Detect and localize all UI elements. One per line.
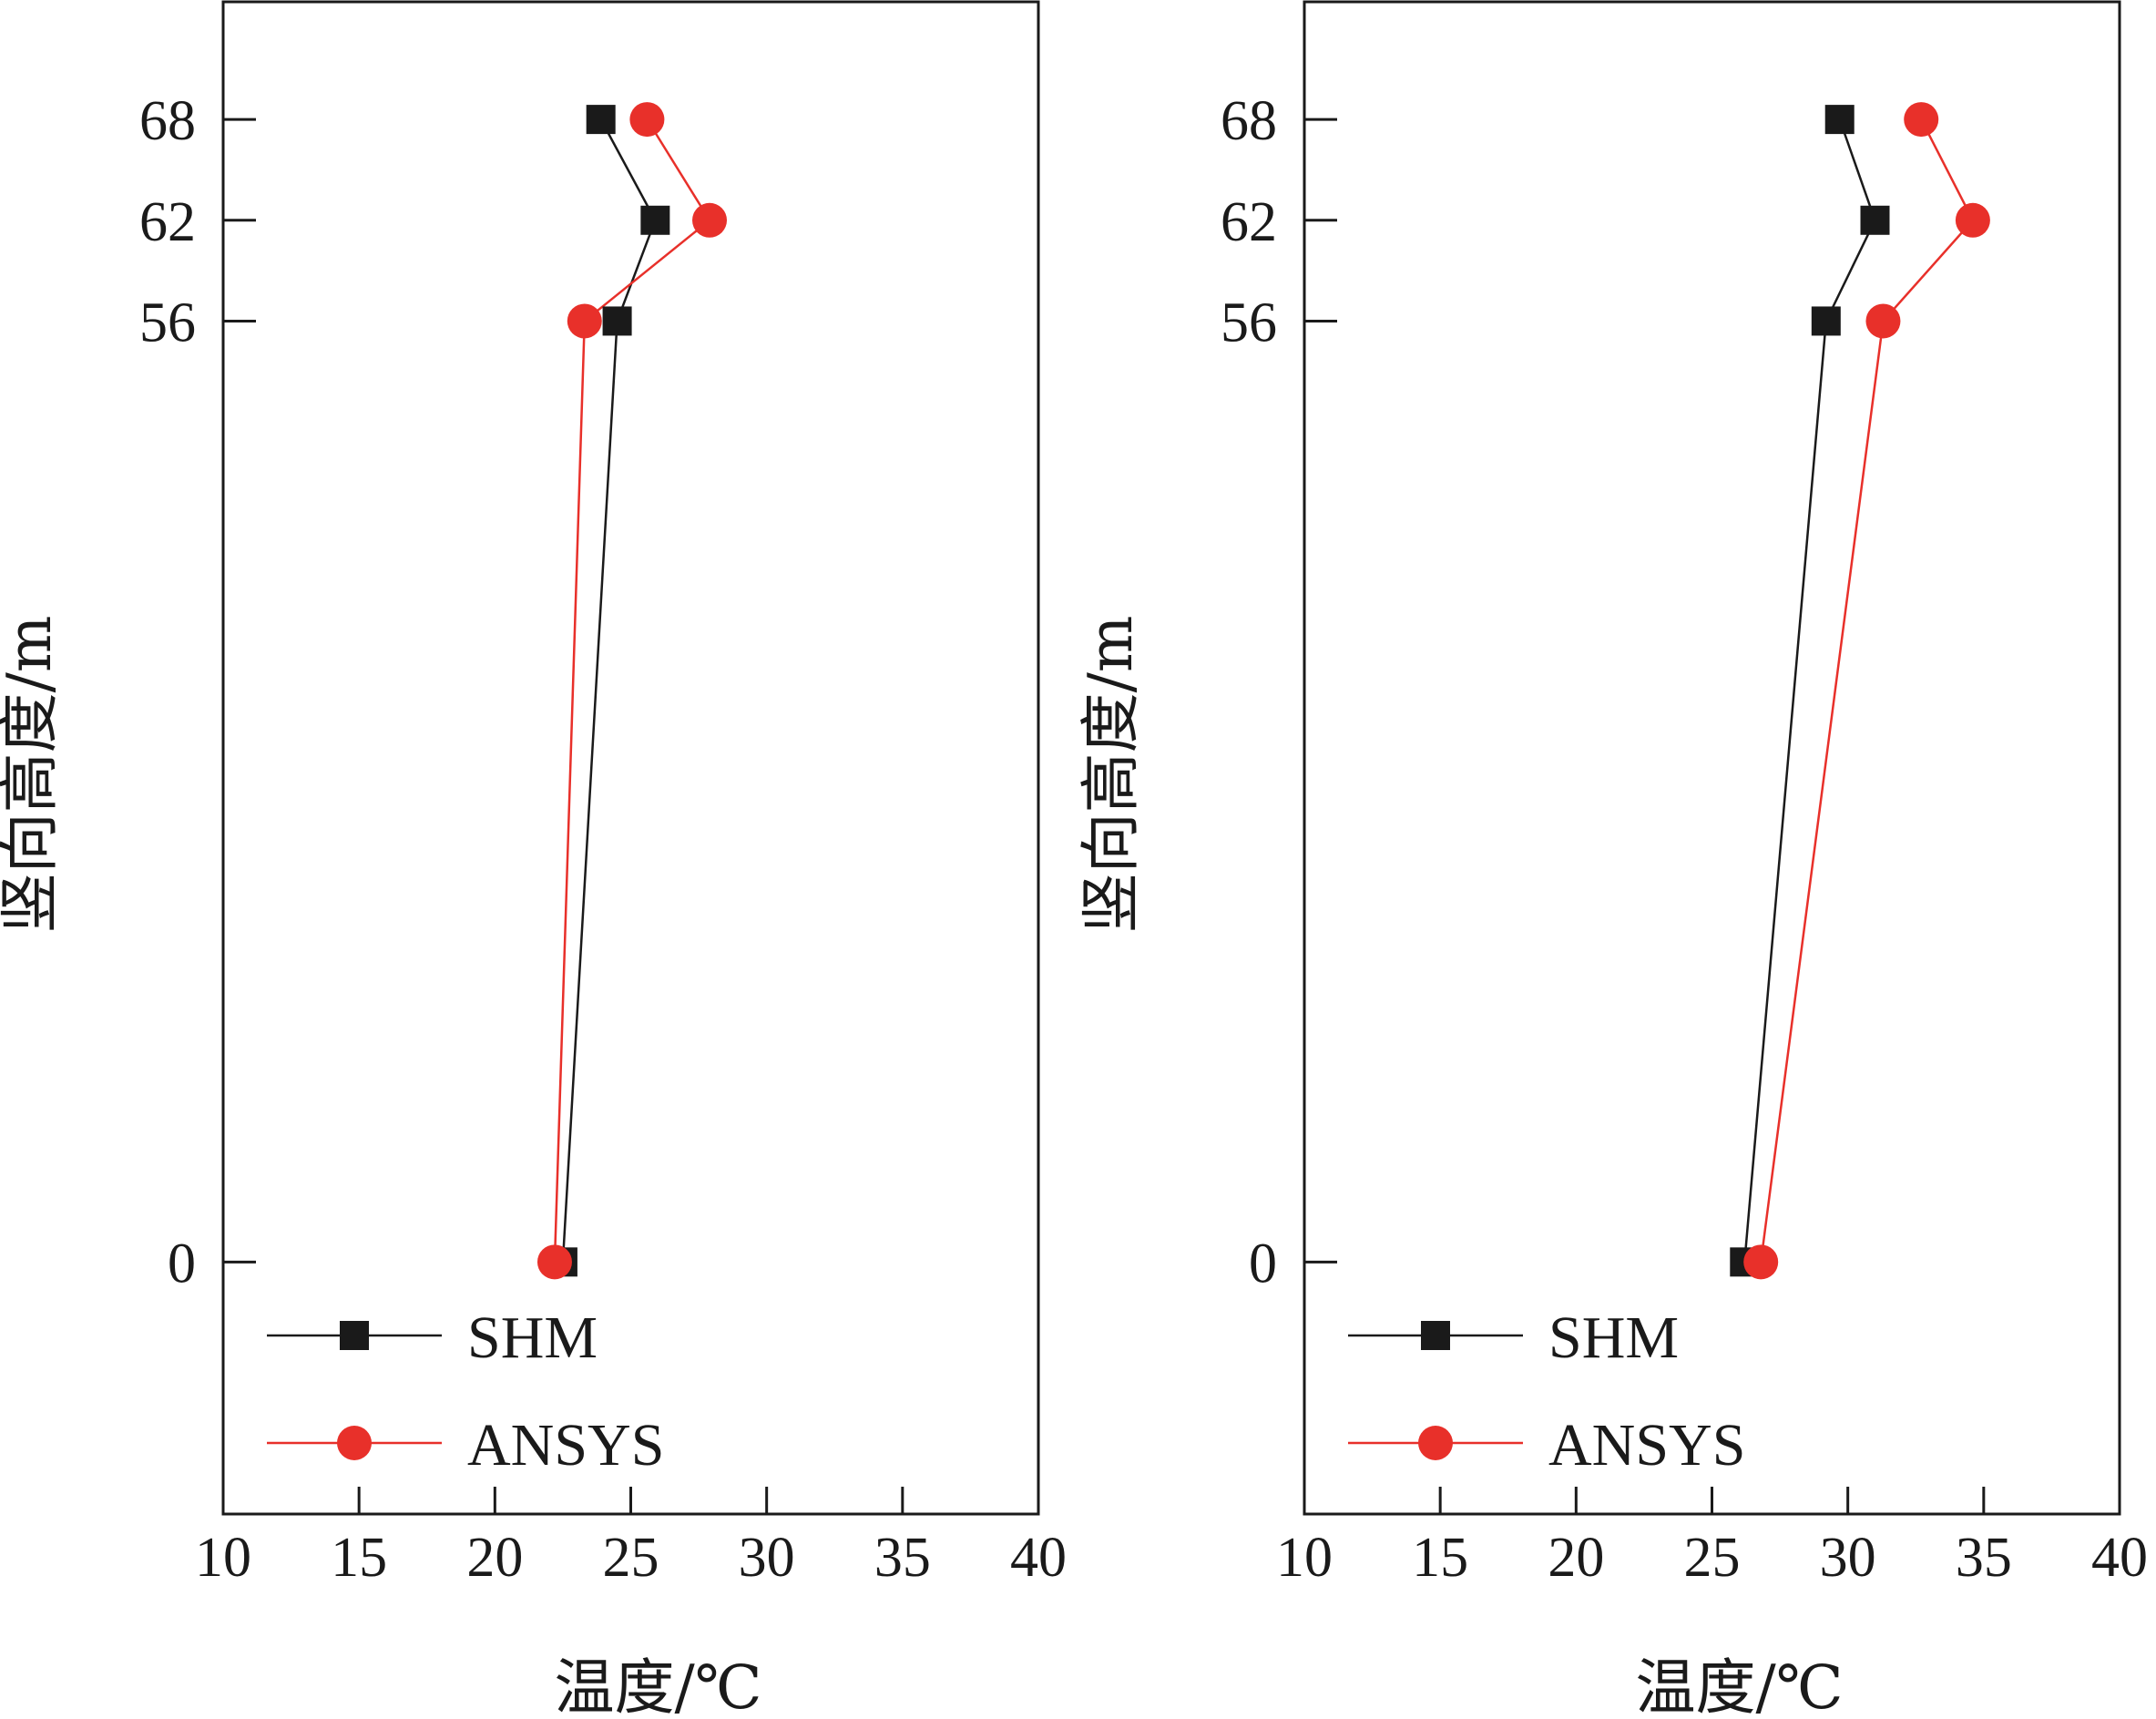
plot-frame — [221, 0, 1040, 1516]
x-tick-label: 15 — [1412, 1527, 1468, 1589]
legend-marker-shm — [1421, 1321, 1450, 1350]
x-tick-label: 25 — [603, 1527, 659, 1589]
x-tick-label: 25 — [1684, 1527, 1741, 1589]
data-point-shm — [602, 306, 632, 336]
legend-marker-ansys — [1418, 1426, 1453, 1460]
data-point-ansys — [1743, 1244, 1779, 1280]
x-tick-label: 20 — [1548, 1527, 1604, 1589]
data-point-ansys — [1904, 102, 1939, 138]
x-tick-label: 40 — [1010, 1527, 1067, 1589]
y-tick-label: 56 — [139, 292, 196, 353]
x-tick-label: 30 — [1820, 1527, 1876, 1589]
y-tick-label: 62 — [139, 191, 196, 253]
data-point-shm — [1824, 105, 1855, 135]
x-tick-label: 10 — [195, 1527, 251, 1589]
legend-marker-shm — [340, 1321, 369, 1350]
data-point-ansys — [1865, 303, 1901, 339]
y-tick-label: 68 — [1221, 90, 1277, 152]
legend-label-shm: SHM — [467, 1305, 598, 1371]
x-tick-label: 15 — [331, 1527, 387, 1589]
y-axis-title: 竖向高度/m — [0, 616, 65, 934]
x-tick-label: 10 — [1276, 1527, 1333, 1589]
chart-2: 10 15 20 25 30 35 40 0 56 62 68 温度/℃ 竖向高度/m SHM ANSYS — [1076, 0, 2148, 1719]
x-tick-label: 20 — [466, 1527, 523, 1589]
y-tick-label: 62 — [1221, 191, 1277, 253]
data-point-ansys — [536, 1244, 572, 1280]
plot-frame — [1303, 0, 2121, 1516]
legend-label-ansys: ANSYS — [1548, 1412, 1745, 1479]
chart-1: 10 15 20 25 30 35 40 0 56 62 68 温度/℃ 竖向高度/m SHM ANSYS — [0, 0, 1067, 1719]
legend: SHM ANSYS — [267, 1305, 664, 1479]
legend-marker-ansys — [337, 1426, 372, 1460]
x-axis-title: 温度/℃ — [554, 1652, 761, 1719]
x-tick-label: 35 — [1956, 1527, 2012, 1589]
x-tick-label: 30 — [739, 1527, 795, 1589]
data-point-ansys — [692, 202, 728, 238]
data-point-shm — [1811, 306, 1841, 336]
data-point-shm — [586, 105, 616, 135]
y-tick-label: 56 — [1221, 292, 1277, 353]
y-axis-title: 竖向高度/m — [1076, 616, 1146, 934]
y-tick-label: 68 — [139, 90, 196, 152]
series-line-shm — [561, 118, 657, 1263]
y-tick-label: 0 — [168, 1233, 196, 1294]
data-point-ansys — [629, 102, 665, 138]
series-line-shm — [1743, 118, 1876, 1263]
legend-label-ansys: ANSYS — [467, 1412, 664, 1479]
x-tick-label: 35 — [874, 1527, 931, 1589]
series-line-ansys — [1759, 118, 1975, 1263]
y-tick-label: 0 — [1249, 1233, 1277, 1294]
data-point-shm — [1860, 205, 1890, 235]
data-point-ansys — [567, 303, 602, 339]
legend-label-shm: SHM — [1548, 1305, 1679, 1371]
legend: SHM ANSYS — [1348, 1305, 1745, 1479]
x-axis-title: 温度/℃ — [1635, 1652, 1843, 1719]
data-point-ansys — [1955, 202, 1990, 238]
data-point-shm — [640, 205, 670, 235]
x-tick-label: 40 — [2091, 1527, 2148, 1589]
series-line-ansys — [553, 118, 711, 1263]
